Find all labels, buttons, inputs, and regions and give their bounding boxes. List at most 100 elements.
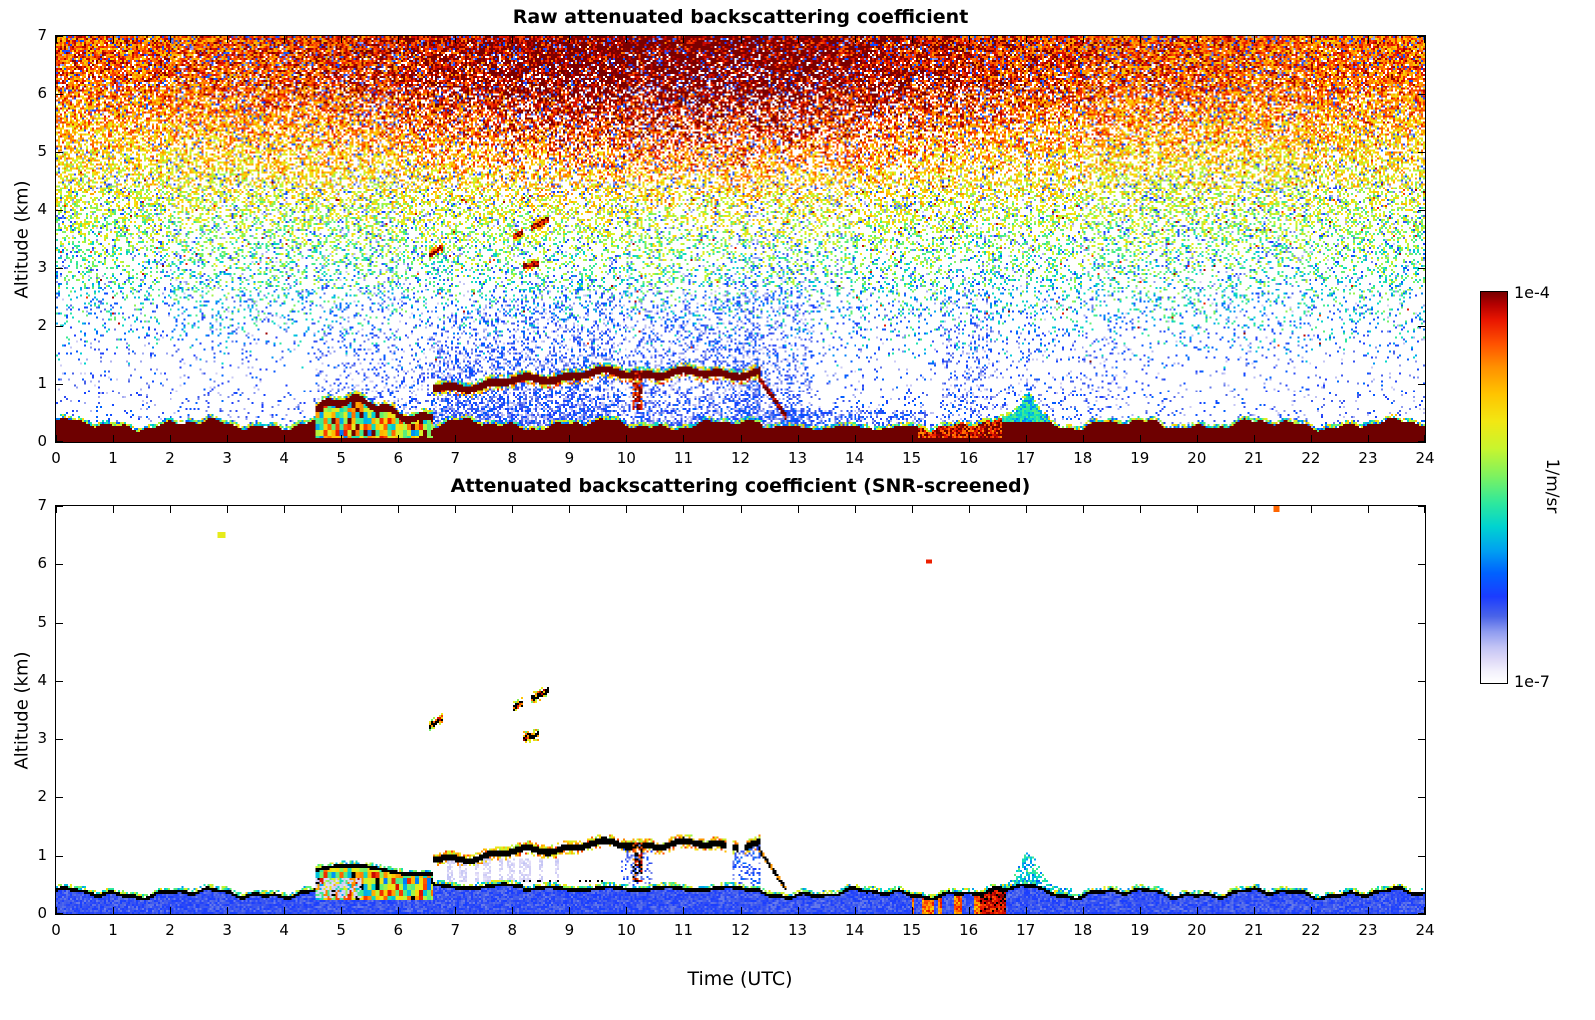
x-tick-mark <box>1253 506 1255 513</box>
x-tick-mark <box>341 506 343 513</box>
x-tick-mark <box>1310 506 1312 513</box>
y-tick-label: 6 <box>37 84 47 102</box>
x-tick-label: 15 <box>902 921 922 939</box>
y-tick-label: 4 <box>37 670 47 689</box>
x-tick-mark <box>1082 506 1084 513</box>
x-tick-label: 2 <box>165 921 175 939</box>
raw-heatmap-canvas <box>56 36 1425 442</box>
x-tick-mark <box>911 506 913 513</box>
y-tick-mark <box>1418 622 1425 624</box>
x-tick-mark <box>1310 435 1312 442</box>
x-tick-mark <box>113 506 115 513</box>
y-tick-mark <box>56 152 63 153</box>
x-tick-label: 15 <box>902 449 922 467</box>
x-tick-label: 17 <box>1016 449 1036 467</box>
y-tick-mark <box>56 506 63 507</box>
x-tick-label: 16 <box>959 449 979 467</box>
x-tick-mark <box>911 435 913 442</box>
x-tick-label: 7 <box>450 449 461 467</box>
x-tick-mark <box>341 36 343 43</box>
x-tick-label: 20 <box>1187 449 1207 467</box>
x-tick-mark <box>284 36 286 43</box>
y-tick-mark <box>56 441 63 442</box>
x-tick-mark <box>227 907 229 914</box>
x-tick-mark <box>797 36 799 43</box>
y-tick-mark <box>1418 384 1425 385</box>
x-tick-label: 24 <box>1415 449 1435 467</box>
x-tick-mark <box>512 506 514 513</box>
x-tick-mark <box>1139 506 1141 513</box>
x-tick-mark <box>512 435 514 442</box>
x-tick-label: 19 <box>1130 449 1150 467</box>
x-tick-label: 9 <box>564 921 575 939</box>
x-tick-mark <box>626 36 628 43</box>
x-tick-mark <box>740 907 742 914</box>
time-axis-label: Time (UTC) <box>687 968 793 990</box>
x-tick-mark <box>1424 36 1425 43</box>
x-tick-label: 0 <box>51 449 61 467</box>
x-tick-mark <box>797 506 799 513</box>
raw-heatmap-plot <box>55 35 1426 443</box>
x-tick-mark <box>911 36 913 43</box>
x-tick-mark <box>1082 36 1084 43</box>
x-tick-mark <box>1082 435 1084 442</box>
y-tick-label: 0 <box>37 432 47 450</box>
raw-y-axis-label: Altitude (km) <box>11 180 33 299</box>
y-tick-mark <box>56 564 63 566</box>
x-tick-label: 13 <box>787 449 808 467</box>
x-tick-label: 8 <box>507 449 518 467</box>
x-tick-mark <box>455 907 457 914</box>
x-tick-mark <box>968 36 970 43</box>
x-tick-label: 18 <box>1073 921 1093 939</box>
y-tick-mark <box>1418 268 1425 269</box>
y-tick-mark <box>56 680 63 682</box>
x-tick-label: 8 <box>507 921 518 939</box>
screened-heatmap-plot <box>55 505 1426 915</box>
x-tick-mark <box>1367 506 1369 513</box>
x-tick-label: 21 <box>1244 921 1264 939</box>
x-tick-mark <box>797 907 799 914</box>
y-tick-mark <box>56 36 63 37</box>
x-tick-mark <box>1196 36 1198 43</box>
x-tick-label: 7 <box>450 921 461 939</box>
x-tick-mark <box>569 435 571 442</box>
x-tick-mark <box>1253 36 1255 43</box>
x-tick-label: 14 <box>845 449 865 467</box>
y-tick-mark <box>56 384 63 385</box>
y-tick-mark <box>1418 94 1425 95</box>
x-tick-label: 24 <box>1415 921 1435 939</box>
x-tick-mark <box>1139 907 1141 914</box>
x-tick-mark <box>1196 907 1198 914</box>
x-tick-mark <box>1196 506 1198 513</box>
y-tick-label: 3 <box>37 729 47 748</box>
x-tick-label: 9 <box>564 449 575 467</box>
x-tick-label: 14 <box>845 921 865 939</box>
x-tick-label: 22 <box>1301 921 1321 939</box>
x-tick-mark <box>626 435 628 442</box>
y-tick-mark <box>56 94 63 95</box>
y-tick-label: 1 <box>37 845 47 864</box>
y-tick-mark <box>1418 441 1425 442</box>
x-tick-mark <box>1082 907 1084 914</box>
y-tick-mark <box>1418 210 1425 211</box>
y-tick-mark <box>1418 680 1425 682</box>
x-tick-mark <box>740 506 742 513</box>
y-tick-label: 2 <box>37 316 47 334</box>
x-tick-mark <box>227 435 229 442</box>
x-tick-label: 19 <box>1130 921 1150 939</box>
x-tick-label: 3 <box>222 921 232 939</box>
x-tick-mark <box>1139 36 1141 43</box>
x-tick-label: 21 <box>1244 449 1264 467</box>
colorbar-min-label: 1e-7 <box>1514 672 1550 691</box>
y-tick-label: 5 <box>37 612 47 631</box>
x-tick-mark <box>1025 907 1027 914</box>
x-tick-mark <box>1367 907 1369 914</box>
y-tick-mark <box>1418 797 1425 799</box>
x-tick-mark <box>170 907 172 914</box>
x-tick-mark <box>455 36 457 43</box>
x-tick-mark <box>1025 435 1027 442</box>
x-tick-label: 10 <box>616 921 636 939</box>
x-tick-mark <box>1025 36 1027 43</box>
y-tick-mark <box>1418 326 1425 327</box>
